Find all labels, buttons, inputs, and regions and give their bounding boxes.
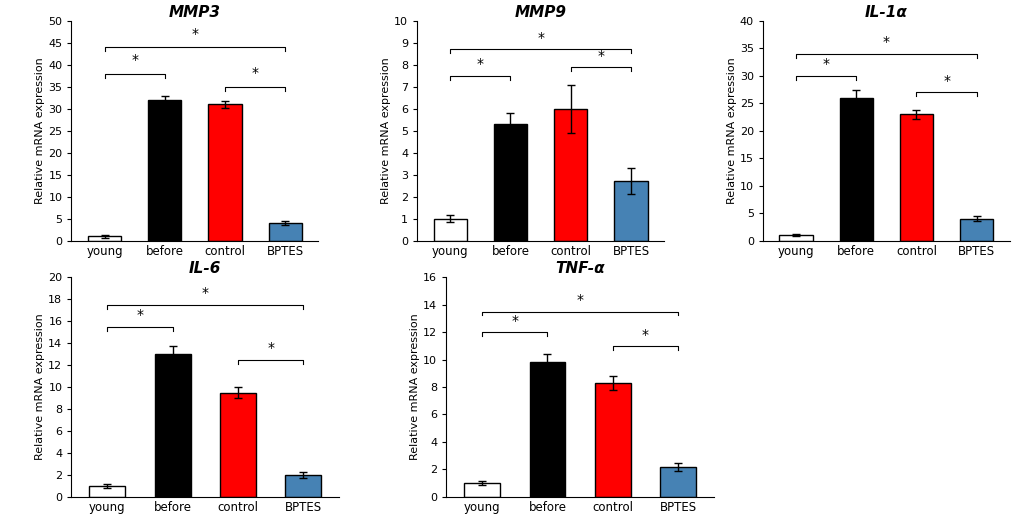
Title: MMP3: MMP3 (169, 5, 221, 20)
Bar (285, 475, 321, 497)
Bar (268, 223, 302, 241)
Title: MMP9: MMP9 (515, 5, 566, 20)
Bar (659, 467, 695, 497)
Bar (88, 236, 121, 241)
Title: IL-6: IL-6 (189, 261, 221, 276)
Bar (594, 383, 630, 497)
Bar (779, 235, 812, 241)
Bar (90, 486, 125, 497)
Bar (839, 98, 872, 241)
Bar (433, 219, 467, 241)
Text: *: * (943, 74, 949, 88)
Y-axis label: Relative mRNA expression: Relative mRNA expression (727, 58, 736, 204)
Bar (155, 354, 191, 497)
Text: *: * (252, 66, 259, 80)
Title: TNF-α: TNF-α (554, 261, 604, 276)
Title: IL-1α: IL-1α (864, 5, 907, 20)
Bar (493, 124, 527, 241)
Bar (148, 100, 181, 241)
Text: *: * (576, 293, 583, 308)
Text: *: * (821, 58, 828, 72)
Bar (208, 105, 242, 241)
Text: *: * (511, 314, 518, 328)
Y-axis label: Relative mRNA expression: Relative mRNA expression (36, 58, 46, 204)
Bar (529, 362, 565, 497)
Text: *: * (641, 328, 648, 342)
Text: *: * (537, 31, 543, 45)
Bar (553, 109, 587, 241)
Text: *: * (202, 286, 209, 300)
Bar (220, 392, 256, 497)
Y-axis label: Relative mRNA expression: Relative mRNA expression (381, 58, 391, 204)
Bar (899, 114, 932, 241)
Y-axis label: Relative mRNA expression: Relative mRNA expression (36, 314, 46, 460)
Text: *: * (192, 27, 198, 41)
Text: *: * (597, 49, 603, 63)
Bar (464, 483, 499, 497)
Text: *: * (267, 341, 274, 355)
Bar (959, 219, 993, 241)
Y-axis label: Relative mRNA expression: Relative mRNA expression (410, 314, 420, 460)
Text: *: * (882, 36, 889, 50)
Text: *: * (477, 58, 483, 72)
Bar (613, 181, 647, 241)
Text: *: * (137, 308, 144, 322)
Text: *: * (131, 53, 138, 67)
